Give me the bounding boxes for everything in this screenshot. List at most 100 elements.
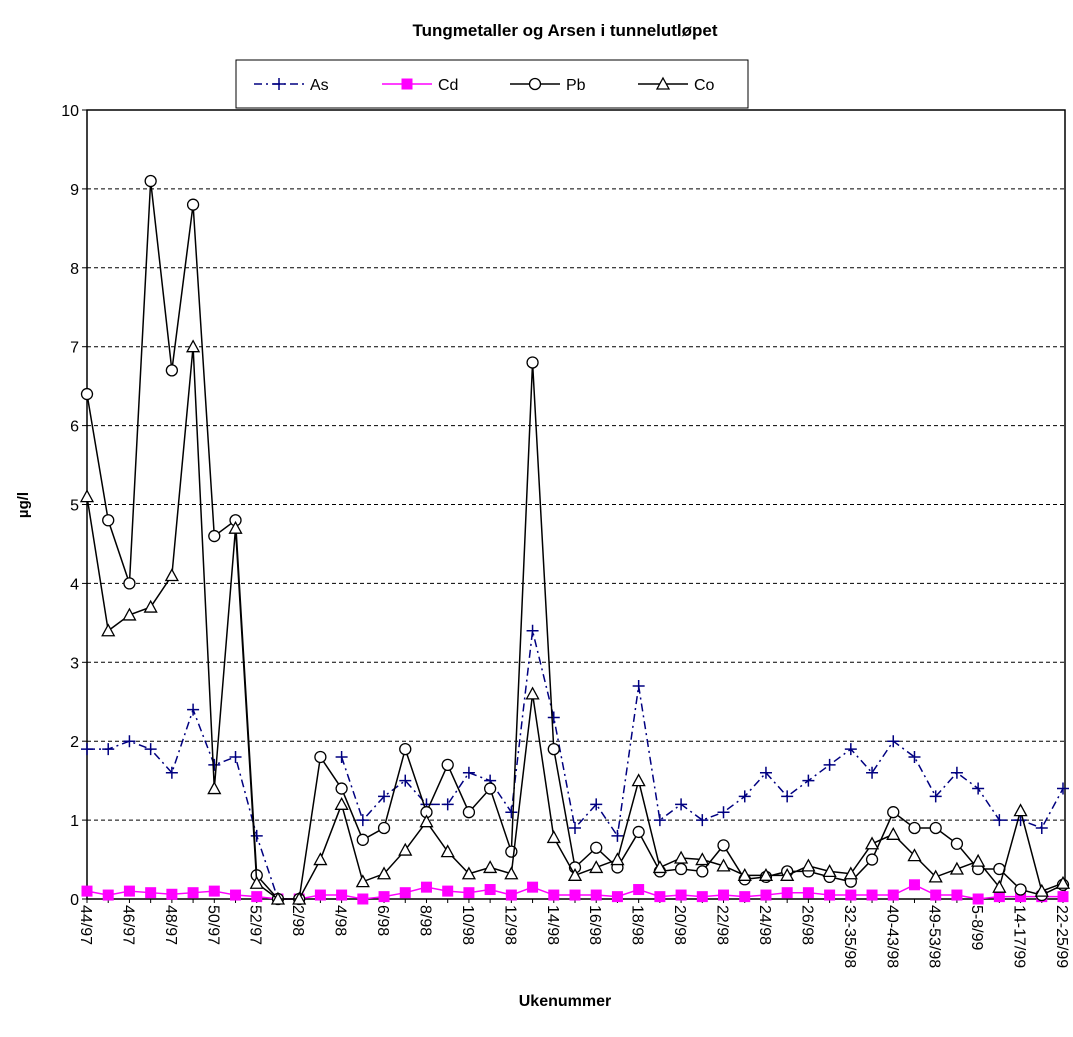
data-point	[780, 867, 795, 881]
data-point	[102, 514, 115, 527]
legend-label: As	[310, 77, 329, 94]
legend-marker	[655, 76, 671, 90]
data-point	[165, 766, 178, 779]
data-point	[123, 577, 136, 590]
y-tick-label: 7	[70, 340, 79, 357]
x-tick-label: 18/98	[629, 905, 646, 945]
data-point	[567, 867, 583, 881]
x-tick-label: 46/97	[119, 905, 136, 945]
data-point	[81, 885, 93, 897]
data-point	[526, 356, 539, 369]
data-point	[335, 750, 348, 763]
legend-marker	[528, 77, 542, 91]
y-tick-label: 2	[70, 734, 79, 751]
data-point	[844, 743, 857, 756]
data-point	[334, 796, 349, 810]
data-point	[695, 852, 710, 866]
data-point	[823, 758, 836, 771]
data-point	[229, 750, 242, 763]
x-tick-label: 5-8/99	[968, 905, 985, 950]
data-point	[631, 773, 646, 787]
data-point	[208, 529, 221, 543]
data-point	[102, 743, 115, 756]
x-tick-label: 49-53/98	[926, 905, 943, 968]
x-tick-label: 24/98	[756, 905, 773, 945]
x-tick-label: 48/97	[162, 905, 179, 945]
data-point	[80, 387, 94, 401]
x-tick-label: 22-25/99	[1053, 905, 1070, 968]
data-point	[547, 742, 560, 756]
data-point	[929, 790, 942, 803]
data-point	[208, 885, 220, 897]
y-tick-label: 9	[70, 182, 79, 199]
data-point	[336, 889, 348, 901]
data-point	[1057, 782, 1069, 795]
legend-marker	[273, 78, 285, 90]
data-point	[505, 806, 518, 819]
x-tick-label: 26/98	[798, 905, 815, 945]
data-point	[908, 821, 921, 835]
data-point	[781, 887, 793, 899]
data-point	[950, 837, 964, 850]
x-tick-label: 2/98	[289, 905, 306, 936]
data-point	[653, 814, 666, 827]
x-tick-label: 14-17/99	[1011, 905, 1028, 968]
data-point	[908, 750, 921, 763]
data-point	[527, 881, 539, 893]
y-tick-label: 10	[61, 103, 79, 120]
data-point	[123, 735, 136, 748]
data-point	[1055, 875, 1071, 889]
plot-area	[86, 109, 1066, 900]
data-point	[1014, 883, 1027, 896]
data-point	[335, 782, 348, 795]
data-point	[376, 866, 392, 880]
data-point	[123, 885, 135, 897]
data-point	[633, 884, 645, 896]
data-point	[356, 814, 369, 827]
data-point	[611, 891, 623, 903]
x-tick-label: 14/98	[544, 905, 561, 945]
data-point	[908, 879, 920, 891]
x-tick-label: 22/98	[714, 905, 731, 945]
data-point	[1013, 803, 1028, 817]
data-point	[144, 174, 157, 188]
data-point	[590, 798, 603, 811]
data-point	[569, 821, 581, 834]
x-tick-label: 52/97	[247, 905, 264, 945]
data-point	[399, 774, 412, 787]
data-point	[739, 891, 751, 903]
series-line	[86, 346, 1064, 900]
data-point	[673, 850, 689, 864]
data-point	[972, 893, 984, 905]
data-point	[208, 758, 221, 771]
data-point	[483, 860, 498, 874]
data-point	[355, 874, 370, 888]
data-point	[143, 599, 158, 613]
data-point	[802, 774, 815, 787]
data-point	[1034, 883, 1049, 897]
data-point	[993, 891, 1005, 903]
series-line	[86, 180, 1064, 900]
data-point	[462, 766, 475, 779]
data-point	[546, 830, 561, 844]
y-tick-label: 3	[70, 655, 79, 672]
data-point	[652, 860, 667, 874]
data-point	[187, 887, 199, 899]
data-point	[717, 806, 730, 819]
data-point	[186, 198, 200, 211]
data-point	[228, 520, 243, 534]
data-point	[632, 825, 645, 839]
data-point	[230, 889, 242, 901]
data-point	[802, 887, 814, 899]
data-point	[79, 489, 95, 503]
x-tick-label: 6/98	[374, 905, 391, 936]
data-point	[737, 867, 752, 881]
y-tick-label: 0	[70, 892, 79, 909]
data-point	[717, 839, 730, 852]
data-point	[654, 891, 666, 903]
data-point	[548, 889, 560, 901]
y-tick-label: 4	[70, 576, 79, 593]
data-point	[758, 867, 774, 881]
data-point	[505, 889, 517, 901]
